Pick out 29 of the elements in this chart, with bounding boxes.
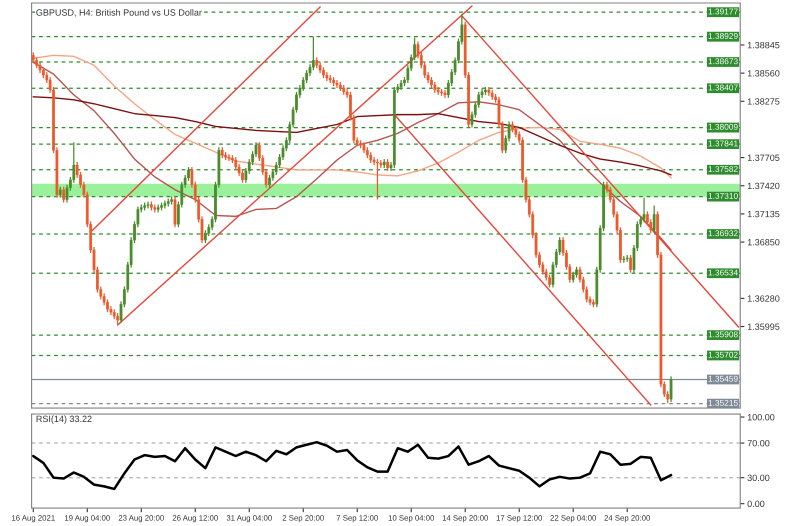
ref-line-label: 1.39177 — [708, 8, 738, 14]
ref-line-label: 1.37310 — [708, 192, 738, 199]
ref-line-label: 1.35702 — [708, 352, 738, 358]
ref-line-label: 1.38929 — [708, 33, 738, 39]
y-tick-label: 1.38560 — [748, 70, 780, 76]
ref-line-label: 1.38673 — [708, 58, 738, 64]
y-tick-label: 1.36850 — [748, 239, 780, 246]
y-tick-label: 1.38845 — [748, 42, 780, 48]
y-tick-label: 0.00 — [748, 500, 764, 508]
ref-line-label: 1.35459 — [708, 376, 738, 382]
ref-line-label: 1.35908 — [708, 331, 738, 338]
y-tick-label: 1.37420 — [748, 182, 780, 190]
ref-line-label: 1.38009 — [708, 124, 738, 130]
ref-line-label: 1.37841 — [708, 140, 738, 146]
y-tick-label: 30.00 — [748, 474, 770, 482]
ref-line-label: 1.38407 — [708, 84, 738, 90]
y-tick-label: 100.00 — [748, 414, 774, 420]
y-tick-label: 1.37705 — [748, 154, 780, 161]
y-tick-label: 1.37135 — [748, 210, 780, 218]
y-tick-label: 1.36280 — [748, 295, 780, 302]
ref-line-label: 1.36932 — [708, 230, 738, 236]
y-tick-label: 70.00 — [748, 440, 770, 446]
ref-line-label: 1.35215 — [708, 400, 738, 406]
text: GBPUSD, H4: British Pound vs US Dollar — [36, 9, 202, 17]
ref-line-label: 1.37582 — [708, 166, 738, 172]
y-tick-label: 1.38275 — [748, 98, 780, 105]
ref-line-label: 1.36534 — [708, 270, 738, 276]
chart-title: RSI(14) 33.22 — [36, 415, 92, 424]
y-tick-label: 1.35995 — [748, 323, 780, 330]
